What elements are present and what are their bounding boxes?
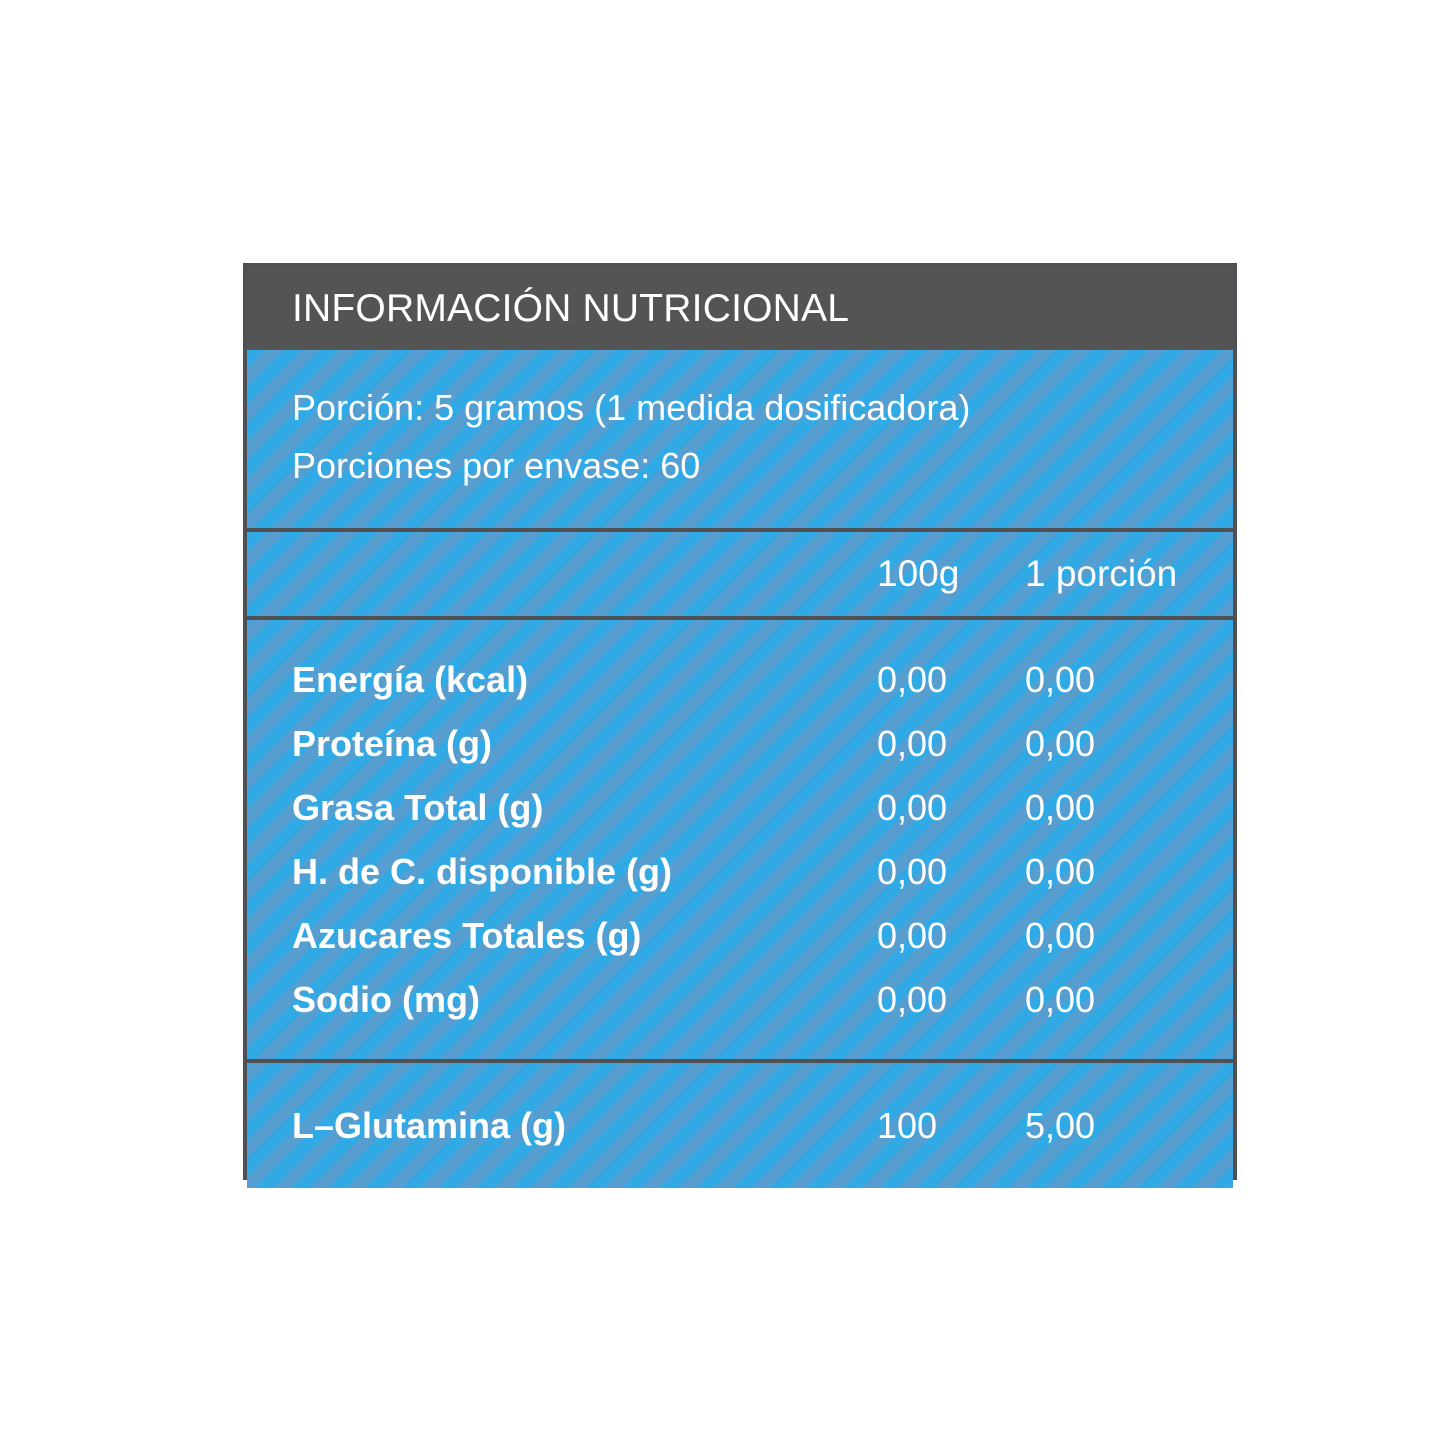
divider-after-serving: [247, 528, 1233, 532]
nutrient-label: Grasa Total (g): [292, 787, 544, 828]
nutrient-label: H. de C. disponible (g): [292, 851, 672, 892]
table-row: Azucares Totales (g) 0,00 0,00: [247, 904, 1233, 968]
table-row: Proteína (g) 0,00 0,00: [247, 712, 1233, 776]
nutrition-facts-panel: INFORMACIÓN NUTRICIONAL Porción: 5 gramo…: [243, 263, 1237, 1188]
nutrient-value-per-100g: 0,00: [877, 659, 948, 700]
nutrient-value-per-portion: 0,00: [1025, 851, 1096, 892]
active-ingredient-value-per-100g: 100: [877, 1104, 938, 1146]
divider-after-column-headers: [247, 616, 1233, 620]
nutrient-value-per-100g: 0,00: [877, 979, 948, 1020]
nutrient-value-per-100g: 0,00: [877, 787, 948, 828]
nutrient-value-per-portion: 0,00: [1025, 659, 1096, 700]
serving-portion-text: Porción: 5 gramos (1 medida dosificadora…: [292, 387, 971, 428]
nutrient-label: Azucares Totales (g): [292, 915, 642, 956]
nutrient-rows-block: Energía (kcal) 0,00 0,00 Proteína (g) 0,…: [247, 620, 1233, 1059]
active-ingredient-row: L–Glutamina (g) 100 5,00: [247, 1063, 1233, 1188]
nutrient-value-per-portion: 0,00: [1025, 787, 1096, 828]
nutrient-label: Sodio (mg): [292, 979, 480, 1020]
page-title: INFORMACIÓN NUTRICIONAL: [292, 287, 850, 330]
active-ingredient-label: L–Glutamina (g): [292, 1104, 567, 1146]
panel-header: INFORMACIÓN NUTRICIONAL: [247, 267, 1233, 350]
serving-count-text: Porciones por envase: 60: [292, 445, 701, 486]
nutrient-value-per-portion: 0,00: [1025, 915, 1096, 956]
nutrient-value-per-100g: 0,00: [877, 851, 948, 892]
table-row: Energía (kcal) 0,00 0,00: [247, 648, 1233, 712]
table-row: Grasa Total (g) 0,00 0,00: [247, 776, 1233, 840]
column-header-per-portion: 1 porción: [1025, 553, 1178, 594]
active-ingredient-value-per-portion: 5,00: [1025, 1104, 1096, 1146]
panel-body: Porción: 5 gramos (1 medida dosificadora…: [247, 350, 1233, 1188]
nutrient-label: Energía (kcal): [292, 659, 529, 700]
table-row: Sodio (mg) 0,00 0,00: [247, 968, 1233, 1032]
nutrient-value-per-portion: 0,00: [1025, 723, 1096, 764]
serving-info-block: Porción: 5 gramos (1 medida dosificadora…: [247, 350, 1233, 528]
column-header-row: 100g 1 porción: [247, 532, 1233, 616]
nutrient-value-per-100g: 0,00: [877, 723, 948, 764]
divider-before-active-ingredient: [247, 1059, 1233, 1063]
table-row: H. de C. disponible (g) 0,00 0,00: [247, 840, 1233, 904]
column-header-per-100g: 100g: [877, 553, 960, 594]
nutrient-value-per-100g: 0,00: [877, 915, 948, 956]
nutrient-value-per-portion: 0,00: [1025, 979, 1096, 1020]
nutrient-label: Proteína (g): [292, 723, 493, 764]
